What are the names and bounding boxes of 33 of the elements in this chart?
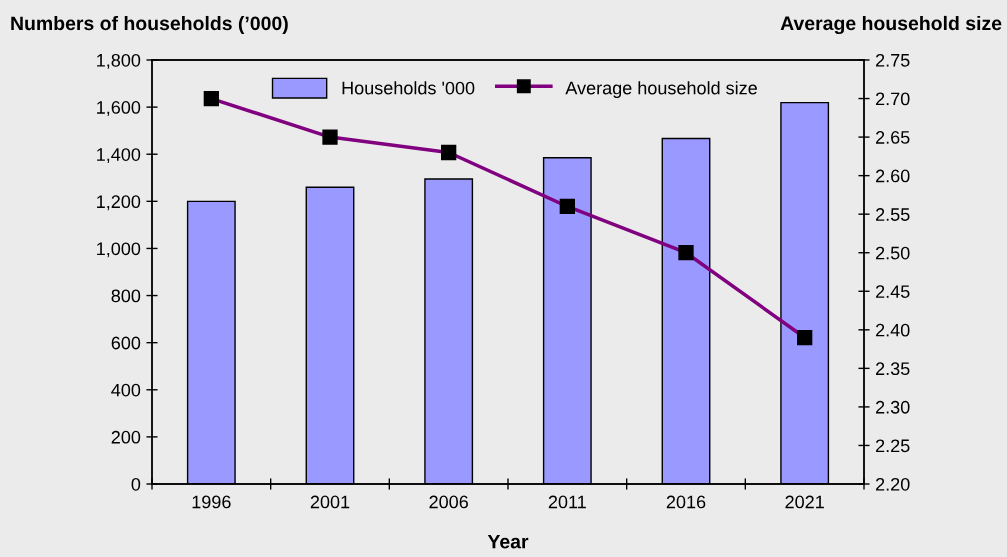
y-tick-label: 400 xyxy=(111,383,141,397)
y2-tick-label: 2.30 xyxy=(876,400,910,414)
y-axis-title: Numbers of households (’000) xyxy=(11,15,288,35)
y-tick-label: 1,400 xyxy=(97,148,141,164)
y2-tick-label: 2.75 xyxy=(876,53,910,67)
x-tick-label: 2006 xyxy=(429,495,468,509)
y-tick-label: 1,800 xyxy=(97,53,141,69)
y2-tick-label: 2.40 xyxy=(876,323,910,337)
legend-label: Households '000 xyxy=(342,81,475,95)
x-tick-label: 2011 xyxy=(548,495,586,509)
x-axis-title: Year xyxy=(487,534,529,549)
x-tick-label: 2001 xyxy=(310,495,350,509)
y2-tick-label: 2.50 xyxy=(876,246,910,260)
y2-tick-label: 2.20 xyxy=(876,477,910,491)
y-tick-label: 1,200 xyxy=(97,195,141,211)
y2-tick-label: 2.35 xyxy=(876,362,910,376)
y-tick-label: 0 xyxy=(131,477,141,491)
y-tick-label: 800 xyxy=(111,289,141,303)
y2-tick-label: 2.55 xyxy=(876,208,910,221)
x-tick-label: 2021 xyxy=(785,495,824,509)
x-tick-label: 1996 xyxy=(192,495,231,509)
y2-tick-label: 2.60 xyxy=(876,169,910,183)
y2-tick-label: 2.65 xyxy=(876,131,910,144)
x-tick-label: 2016 xyxy=(666,495,706,509)
y2-tick-label: 2.25 xyxy=(876,439,910,453)
y-tick-label: 200 xyxy=(111,430,141,444)
y-tick-label: 1,000 xyxy=(97,242,141,258)
y-tick-label: 1,600 xyxy=(97,101,141,116)
y2-tick-label: 2.45 xyxy=(876,285,910,298)
y2-axis-title: Average household size xyxy=(780,15,1002,35)
y2-tick-label: 2.70 xyxy=(876,92,910,106)
legend-label: Average household size xyxy=(565,81,757,99)
y-tick-label: 600 xyxy=(111,336,141,350)
